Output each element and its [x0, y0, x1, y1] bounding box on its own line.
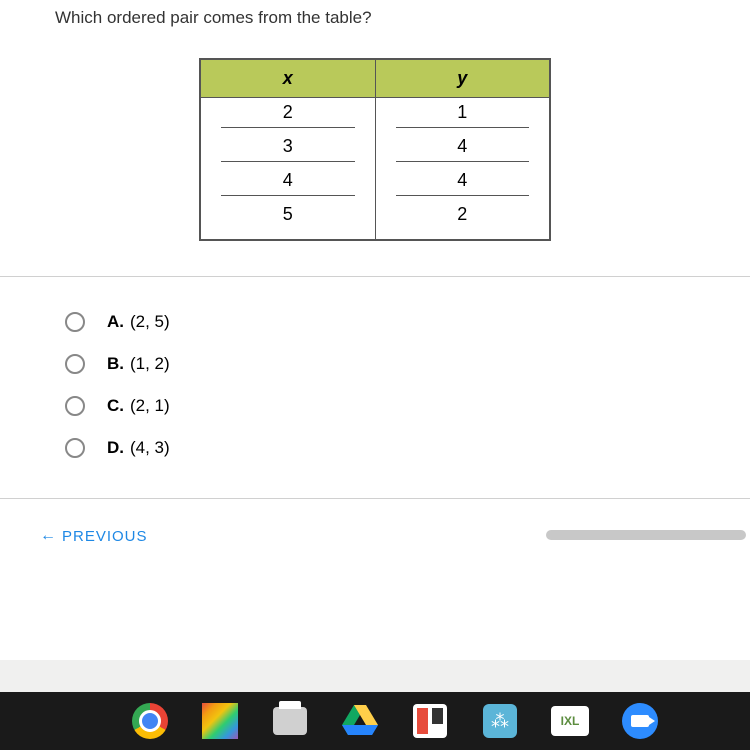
table-row: 4 4	[200, 166, 550, 200]
cell: 2	[221, 102, 355, 128]
col-header-x: x	[200, 59, 375, 98]
cell: 5	[221, 204, 355, 229]
table-row: 3 4	[200, 132, 550, 166]
radio-icon[interactable]	[65, 312, 85, 332]
xy-table-container: x y 2 1 3 4 4 4 5 2	[0, 58, 750, 241]
cell: 4	[396, 170, 530, 196]
smart-app-icon[interactable]: ⁂	[481, 702, 519, 740]
printer-icon[interactable]	[271, 702, 309, 740]
option-letter: A.	[107, 312, 124, 332]
cell: 4	[396, 136, 530, 162]
google-drive-icon[interactable]	[341, 702, 379, 740]
answer-options: A. (2, 5) B. (1, 2) C. (2, 1) D. (4, 3)	[0, 277, 750, 458]
question-text: Which ordered pair comes from the table?	[0, 8, 750, 28]
option-value: (2, 5)	[130, 312, 170, 332]
cell: 1	[396, 102, 530, 128]
chrome-icon[interactable]	[131, 702, 169, 740]
cell: 3	[221, 136, 355, 162]
quiz-content: Which ordered pair comes from the table?…	[0, 0, 750, 660]
cell: 4	[221, 170, 355, 196]
option-c[interactable]: C. (2, 1)	[65, 396, 750, 416]
previous-label: PREVIOUS	[62, 528, 148, 545]
option-b[interactable]: B. (1, 2)	[65, 354, 750, 374]
option-letter: B.	[107, 354, 124, 374]
scrollbar-thumb[interactable]	[546, 530, 746, 540]
option-a[interactable]: A. (2, 5)	[65, 312, 750, 332]
radio-icon[interactable]	[65, 438, 85, 458]
zoom-icon[interactable]	[621, 702, 659, 740]
ixl-icon[interactable]: IXL	[551, 702, 589, 740]
radio-icon[interactable]	[65, 396, 85, 416]
table-row: 5 2	[200, 200, 550, 240]
option-d[interactable]: D. (4, 3)	[65, 438, 750, 458]
board-app-icon[interactable]	[411, 702, 449, 740]
arrow-left-icon: ←	[40, 527, 56, 545]
option-letter: D.	[107, 438, 124, 458]
option-value: (4, 3)	[130, 438, 170, 458]
cell: 2	[396, 204, 530, 229]
taskbar: ⁂ IXL	[0, 692, 750, 750]
radio-icon[interactable]	[65, 354, 85, 374]
option-value: (1, 2)	[130, 354, 170, 374]
table-row: 2 1	[200, 98, 550, 133]
col-header-y: y	[375, 59, 550, 98]
option-value: (2, 1)	[130, 396, 170, 416]
xy-table: x y 2 1 3 4 4 4 5 2	[199, 58, 551, 241]
rainbow-app-icon[interactable]	[201, 702, 239, 740]
option-letter: C.	[107, 396, 124, 416]
